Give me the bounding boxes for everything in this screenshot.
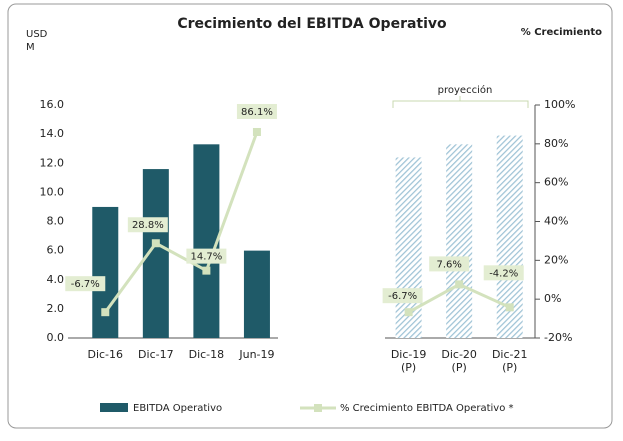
y-tick-label: 8.0 [47,215,65,228]
marker [202,266,211,275]
x-tick-label: Dic-16 [87,348,124,361]
data-label-box [429,256,470,272]
y2-tick-label: 80% [544,137,568,150]
bar [243,250,270,338]
x-tick-label: Dic-19 (P) [390,348,427,374]
y-axis-label: USD M [26,29,48,53]
chart-title: Crecimiento del EBITDA Operativo [177,16,447,32]
data-label: 7.6% [436,259,461,270]
legend-label: EBITDA Operativo [133,403,222,414]
data-label: 14.7% [190,252,222,263]
data-label: 86.1% [241,107,273,118]
growth-line [104,131,259,314]
bar [446,144,473,338]
bar [193,144,220,338]
legend-swatch [100,403,128,412]
legend-label: % Crecimiento EBITDA Operativo * [340,403,514,414]
annotation: proyección [438,84,493,96]
data-label: -6.7% [388,291,417,302]
bar [92,206,119,338]
x-tick-label: Dic-21 (P) [491,348,528,374]
y-tick-label: 0.0 [47,331,65,344]
projection-bracket [392,96,529,108]
x-tick-label: Dic-20 (P) [441,348,477,374]
data-label: -4.2% [489,268,518,279]
y2-tick-label: 60% [544,176,568,189]
y2-axis-label: % Crecimiento [521,27,602,38]
data-label: -6.7% [71,279,100,290]
y2-tick-label: 20% [544,253,568,266]
y-tick-label: 4.0 [47,273,65,286]
y-tick-label: 6.0 [47,244,65,257]
x-tick-label: Dic-17 [138,348,174,361]
y2-tick-label: -20% [544,331,572,344]
marker [151,239,160,248]
marker [455,280,464,289]
y2-tick-label: 40% [544,215,568,228]
data-label-box [382,288,423,304]
y-tick-label: 2.0 [47,302,65,315]
y-tick-label: 10.0 [40,185,65,198]
y2-tick-label: 0% [544,292,561,305]
marker [505,303,514,312]
x-tick-label: Jun-19 [239,348,275,361]
data-label-box [127,217,168,233]
marker [101,308,110,317]
data-label: 28.8% [132,220,164,231]
marker [404,308,413,317]
x-tick-label: Dic-18 [188,348,225,361]
data-label-box [236,103,277,119]
y2-tick-label: 100% [544,98,575,111]
y-tick-label: 12.0 [40,156,65,169]
legend-swatch [314,404,322,412]
data-label-box [483,265,524,281]
y-tick-label: 14.0 [40,127,65,140]
marker [252,127,261,136]
data-label-box [186,248,227,264]
frame [7,3,613,429]
y-tick-label: 16.0 [40,98,65,111]
data-label-box [65,276,106,292]
